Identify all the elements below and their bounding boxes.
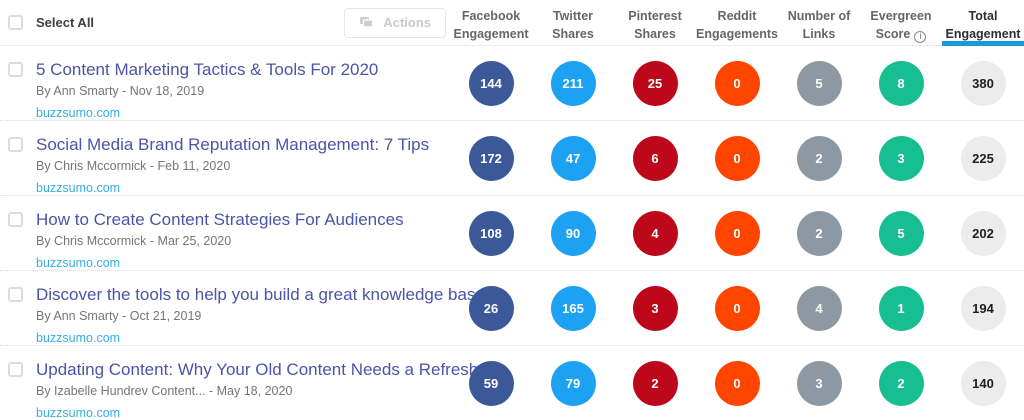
article-domain-link[interactable]: buzzsumo.com (36, 180, 121, 195)
total-engagement-badge: 225 (960, 136, 1006, 182)
article-cell: Social Media Brand Reputation Management… (0, 121, 450, 197)
pinterest-shares-badge: 2 (632, 361, 678, 407)
row-checkbox[interactable] (8, 62, 23, 77)
reddit-engagements-badge: 0 (714, 211, 760, 257)
article-info: Social Media Brand Reputation Management… (36, 136, 429, 197)
column-header-twitter-shares[interactable]: Twitter Shares (552, 9, 594, 41)
pinterest-shares-badge: 3 (632, 286, 678, 332)
info-icon[interactable]: i (914, 30, 927, 43)
article-cell: Updating Content: Why Your Old Content N… (0, 346, 478, 420)
pinterest-shares-badge: 25 (632, 61, 678, 107)
links-count-badge: 2 (796, 211, 842, 257)
article-info: Updating Content: Why Your Old Content N… (36, 361, 478, 420)
evergreen-score-badge: 3 (878, 136, 924, 182)
article-cell: 5 Content Marketing Tactics & Tools For … (0, 46, 450, 122)
article-domain-link[interactable]: buzzsumo.com (36, 405, 121, 420)
article-cell: How to Create Content Strategies For Aud… (0, 196, 450, 272)
table-row: Discover the tools to help you build a g… (0, 271, 1024, 346)
header-left-toolbar: Select All Actions (0, 0, 450, 45)
twitter-shares-badge: 47 (550, 136, 596, 182)
table-header: Select All Actions Facebook Engagement T… (0, 0, 1024, 46)
article-domain-link[interactable]: buzzsumo.com (36, 105, 121, 120)
article-byline: By Ann Smarty - Oct 21, 2019 (36, 309, 202, 323)
links-count-badge: 3 (796, 361, 842, 407)
twitter-shares-badge: 165 (550, 286, 596, 332)
total-engagement-badge: 202 (960, 211, 1006, 257)
article-title[interactable]: 5 Content Marketing Tactics & Tools For … (36, 60, 379, 79)
reddit-engagements-badge: 0 (714, 286, 760, 332)
evergreen-score-badge: 2 (878, 361, 924, 407)
article-domain-link[interactable]: buzzsumo.com (36, 255, 121, 270)
article-info: Discover the tools to help you build a g… (36, 286, 490, 347)
evergreen-score-badge: 1 (878, 286, 924, 332)
evergreen-score-badge: 5 (878, 211, 924, 257)
table-row: Updating Content: Why Your Old Content N… (0, 346, 1024, 420)
facebook-engagement-badge: 26 (468, 286, 514, 332)
total-engagement-badge: 194 (960, 286, 1006, 332)
evergreen-score-badge: 8 (878, 61, 924, 107)
links-count-badge: 2 (796, 136, 842, 182)
sort-active-underline (942, 41, 1024, 46)
row-checkbox[interactable] (8, 212, 23, 227)
facebook-engagement-badge: 144 (468, 61, 514, 107)
column-header-pinterest-shares[interactable]: Pinterest Shares (628, 9, 682, 41)
row-checkbox[interactable] (8, 287, 23, 302)
pinterest-shares-badge: 4 (632, 211, 678, 257)
article-title[interactable]: Updating Content: Why Your Old Content N… (36, 360, 479, 379)
article-info: How to Create Content Strategies For Aud… (36, 211, 404, 272)
column-header-evergreen-score[interactable]: Evergreen Score i (870, 9, 932, 43)
actions-button[interactable]: Actions (344, 7, 446, 38)
column-header-facebook-engagement[interactable]: Facebook Engagement (453, 9, 529, 41)
reddit-engagements-badge: 0 (714, 61, 760, 107)
twitter-shares-badge: 90 (550, 211, 596, 257)
column-header-total-engagement[interactable]: Total Engagement (942, 0, 1024, 46)
column-header-number-of-links[interactable]: Number of Links (787, 9, 851, 41)
select-all-label: Select All (36, 15, 95, 30)
reddit-engagements-badge: 0 (714, 361, 760, 407)
article-cell: Discover the tools to help you build a g… (0, 271, 490, 347)
article-byline: By Izabelle Hundrev Content... - May 18,… (36, 384, 293, 398)
links-count-badge: 4 (796, 286, 842, 332)
article-title[interactable]: How to Create Content Strategies For Aud… (36, 210, 404, 229)
article-title[interactable]: Discover the tools to help you build a g… (36, 285, 490, 304)
table-row: 5 Content Marketing Tactics & Tools For … (0, 46, 1024, 121)
article-info: 5 Content Marketing Tactics & Tools For … (36, 61, 378, 122)
total-engagement-badge: 380 (960, 61, 1006, 107)
select-all-control[interactable]: Select All (8, 15, 94, 30)
column-header-reddit-engagements[interactable]: Reddit Engagements (696, 9, 778, 41)
article-domain-link[interactable]: buzzsumo.com (36, 330, 121, 345)
article-title[interactable]: Social Media Brand Reputation Management… (36, 135, 430, 154)
actions-button-label: Actions (383, 15, 431, 30)
row-checkbox[interactable] (8, 362, 23, 377)
article-byline: By Chris Mccormick - Feb 11, 2020 (36, 159, 231, 173)
layered-cards-icon (360, 17, 374, 28)
total-engagement-badge: 140 (960, 361, 1006, 407)
twitter-shares-badge: 79 (550, 361, 596, 407)
facebook-engagement-badge: 172 (468, 136, 514, 182)
reddit-engagements-badge: 0 (714, 136, 760, 182)
links-count-badge: 5 (796, 61, 842, 107)
article-byline: By Chris Mccormick - Mar 25, 2020 (36, 234, 232, 248)
table-row: Social Media Brand Reputation Management… (0, 121, 1024, 196)
table-row: How to Create Content Strategies For Aud… (0, 196, 1024, 271)
article-byline: By Ann Smarty - Nov 18, 2019 (36, 84, 205, 98)
facebook-engagement-badge: 59 (468, 361, 514, 407)
pinterest-shares-badge: 6 (632, 136, 678, 182)
row-checkbox[interactable] (8, 137, 23, 152)
select-all-checkbox[interactable] (8, 15, 23, 30)
facebook-engagement-badge: 108 (468, 211, 514, 257)
twitter-shares-badge: 211 (550, 61, 596, 107)
